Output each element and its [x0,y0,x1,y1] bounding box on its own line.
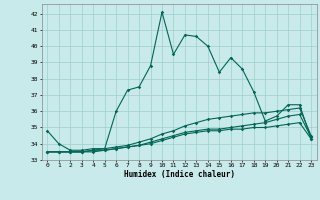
X-axis label: Humidex (Indice chaleur): Humidex (Indice chaleur) [124,170,235,179]
